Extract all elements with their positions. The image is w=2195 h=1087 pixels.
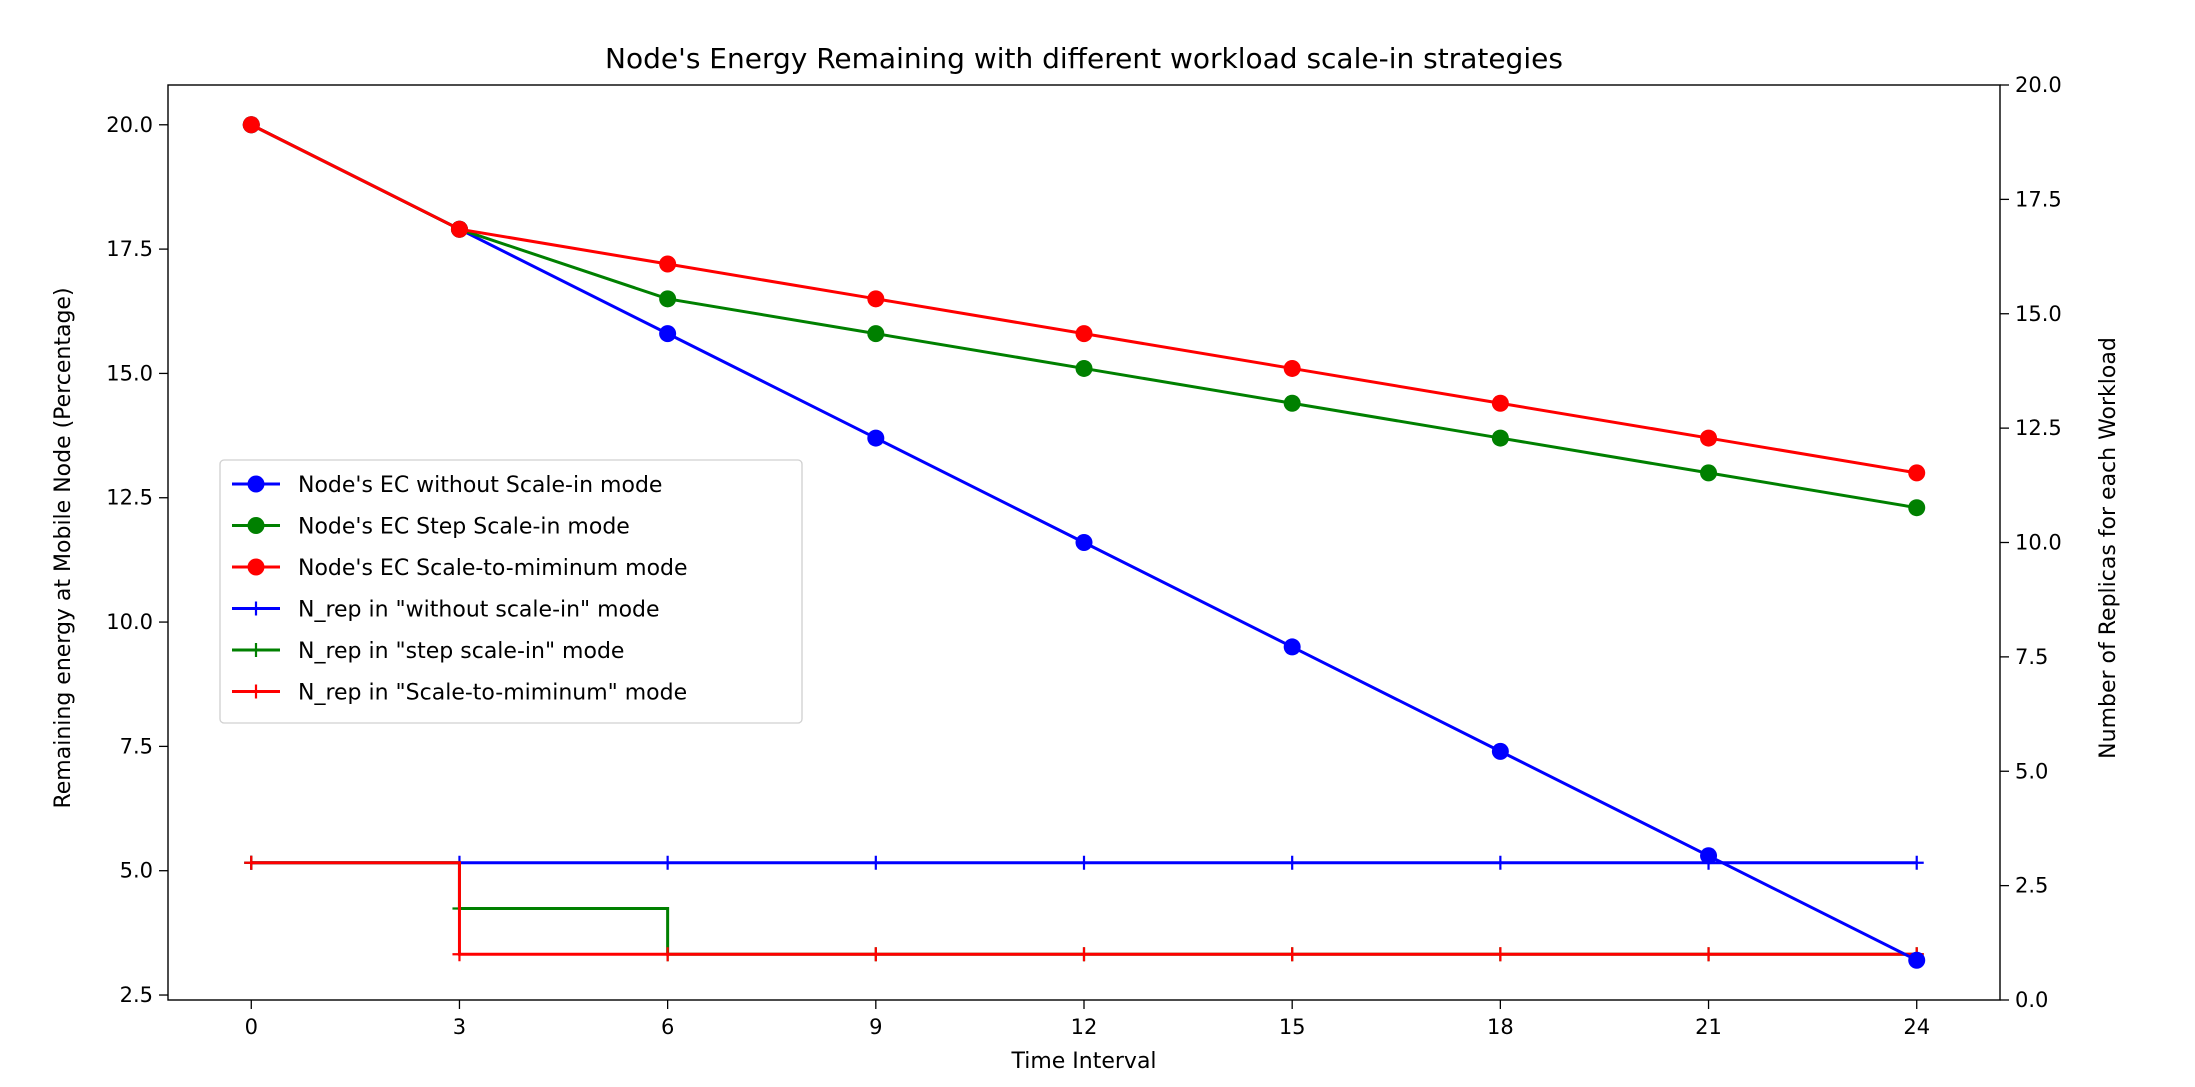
series-layer <box>242 116 1926 969</box>
data-point <box>867 325 885 343</box>
y-tick-label: 10.0 <box>106 610 153 634</box>
y-right-tick-label: 12.5 <box>2015 416 2062 440</box>
legend-box <box>219 459 803 724</box>
data-point <box>1285 855 1300 870</box>
legend-item: N_rep in "Scale-to-miminum" mode <box>232 681 687 706</box>
series-1 <box>242 116 1926 517</box>
chart-title: Node's Energy Remaining with different w… <box>605 42 1563 75</box>
y-axis-label: Remaining energy at Mobile Node (Percent… <box>51 287 76 808</box>
y-right-tick-label: 15.0 <box>2015 302 2062 326</box>
legend-label: Node's EC Step Scale-in mode <box>298 515 630 540</box>
data-point <box>867 290 885 308</box>
data-point <box>1493 855 1508 870</box>
y-right-tick-label: 0.0 <box>2015 988 2048 1012</box>
legend-item: N_rep in "without scale-in" mode <box>232 598 660 623</box>
x-tick-label: 9 <box>869 1015 882 1039</box>
y-right-tick-label: 2.5 <box>2015 874 2048 898</box>
x-tick-label: 3 <box>453 1015 466 1039</box>
data-point <box>660 855 675 870</box>
legend-label: N_rep in "without scale-in" mode <box>298 598 660 623</box>
legend-item: Node's EC without Scale-in mode <box>232 473 662 498</box>
y-tick-label: 7.5 <box>120 734 153 758</box>
data-point <box>1909 855 1924 870</box>
data-point <box>452 947 467 962</box>
data-point <box>660 947 675 962</box>
y-right-tick-label: 20.0 <box>2015 73 2062 97</box>
legend-swatch-marker <box>249 601 263 616</box>
legend-swatch-marker <box>247 475 265 493</box>
data-point <box>1700 464 1718 482</box>
data-point <box>659 255 677 273</box>
data-point <box>1908 464 1926 482</box>
y-tick-label: 17.5 <box>106 237 153 261</box>
data-point <box>1283 394 1301 412</box>
data-point <box>659 325 677 343</box>
legend-label: N_rep in "Scale-to-miminum" mode <box>298 681 687 706</box>
data-point <box>868 947 883 962</box>
data-point <box>450 220 468 238</box>
series-2 <box>242 116 1926 482</box>
axes-layer: 0 3 6 9 12 15 18 21 24 2.5 5.0 7.5 10.0 12.5 15.0 17.5 2… <box>106 73 2062 1039</box>
data-point <box>1700 847 1718 865</box>
data-point <box>242 116 260 134</box>
data-point <box>1077 855 1091 870</box>
data-point <box>1908 951 1926 969</box>
data-point <box>1285 947 1300 962</box>
legend-swatch-marker <box>247 558 265 576</box>
data-point <box>244 855 259 870</box>
y-tick-label: 12.5 <box>106 486 153 510</box>
x-tick-label: 0 <box>245 1015 258 1039</box>
legend-label: N_rep in "step scale-in" mode <box>298 639 624 664</box>
series-5 <box>244 855 1924 962</box>
y-right-tick-label: 17.5 <box>2015 187 2062 211</box>
legend-item: Node's EC Step Scale-in mode <box>232 515 630 540</box>
x-tick-label: 12 <box>1071 1015 1098 1039</box>
x-tick-label: 18 <box>1487 1015 1514 1039</box>
data-point <box>1491 429 1509 447</box>
x-axis-label: Time Interval <box>1010 1049 1156 1074</box>
data-point <box>868 855 883 870</box>
legend-item: N_rep in "step scale-in" mode <box>232 639 624 664</box>
data-point <box>1491 742 1509 760</box>
legend-label: Node's EC Scale-to-miminum mode <box>298 556 688 581</box>
y-tick-label: 20.0 <box>106 113 153 137</box>
legend-item: Node's EC Scale-to-miminum mode <box>232 556 688 581</box>
y-tick-label: 2.5 <box>120 983 153 1007</box>
data-point <box>1283 638 1301 656</box>
legend: Node's EC without Scale-in mode Node's EC… <box>219 459 803 724</box>
data-point <box>1075 359 1093 377</box>
series-line <box>251 861 1917 956</box>
x-tick-label: 21 <box>1695 1015 1722 1039</box>
y-tick-label: 5.0 <box>120 859 153 883</box>
data-point <box>1283 359 1301 377</box>
y-right-tick-label: 7.5 <box>2015 645 2048 669</box>
y-right-tick-label: 10.0 <box>2015 531 2062 555</box>
data-point <box>1075 325 1093 343</box>
data-point <box>1491 394 1509 412</box>
data-point <box>867 429 885 447</box>
y-axis-label-right: Number of Replicas for each Workload <box>2096 337 2121 759</box>
legend-swatch-marker <box>249 684 263 699</box>
data-point <box>1493 947 1508 962</box>
data-point <box>1077 947 1091 962</box>
legend-swatch-marker <box>249 643 263 657</box>
x-tick-label: 15 <box>1279 1015 1306 1039</box>
y-right-tick-label: 5.0 <box>2015 759 2048 783</box>
legend-swatch-marker <box>247 517 265 534</box>
x-tick-label: 24 <box>1903 1015 1930 1039</box>
legend-label: Node's EC without Scale-in mode <box>298 473 662 498</box>
data-point <box>1075 534 1093 551</box>
x-tick-label: 6 <box>661 1015 674 1039</box>
data-point <box>1908 499 1926 517</box>
y-tick-label: 15.0 <box>106 361 153 385</box>
data-point <box>1700 429 1718 447</box>
data-point <box>1701 947 1716 962</box>
data-point <box>659 290 677 308</box>
